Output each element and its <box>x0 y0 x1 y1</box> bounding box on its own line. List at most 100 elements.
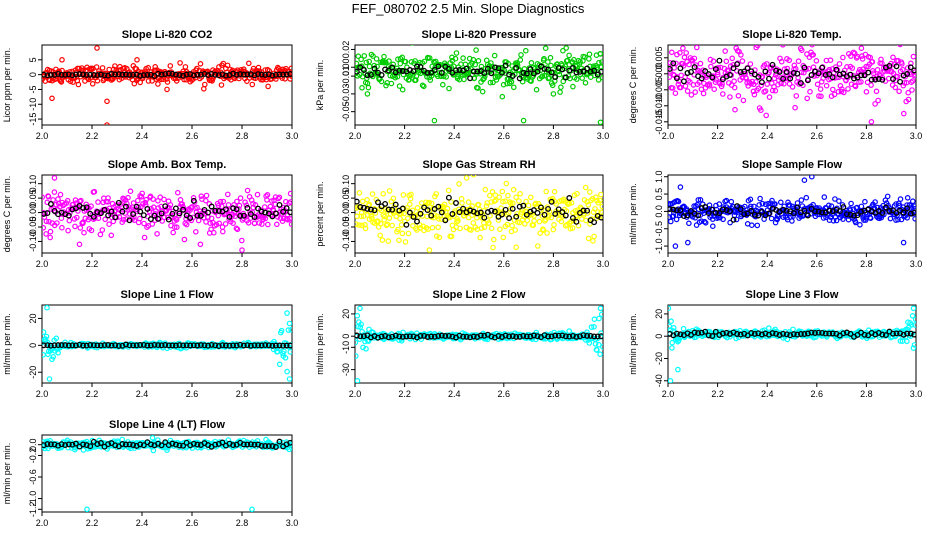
mean-point <box>44 441 51 448</box>
mean-point <box>709 74 716 81</box>
data-point <box>894 73 901 80</box>
data-point <box>818 93 824 100</box>
mean-point <box>51 71 58 78</box>
mean-point <box>847 71 854 78</box>
mean-point <box>587 332 594 339</box>
mean-point <box>591 333 598 340</box>
data-point <box>396 83 403 89</box>
mean-point <box>165 342 172 349</box>
data-point <box>766 69 772 76</box>
x-tick-label: 2.6 <box>186 518 199 528</box>
mean-point <box>101 72 108 79</box>
mean-point <box>435 63 442 70</box>
mean-point <box>822 71 829 78</box>
mean-point <box>698 205 705 212</box>
data-point <box>265 83 271 90</box>
mean-point <box>435 333 442 339</box>
data-point <box>909 312 916 319</box>
outlier-point <box>597 119 603 125</box>
x-tick-label: 2.8 <box>547 259 560 269</box>
mean-point <box>65 71 72 78</box>
y-tick-label: 0.000 <box>654 63 664 86</box>
y-axis-label: Licor ppm per min. <box>2 48 12 123</box>
data-point <box>762 201 769 208</box>
data-point <box>670 213 677 219</box>
data-point <box>399 54 406 61</box>
mean-point <box>119 208 126 215</box>
mean-point <box>748 208 755 214</box>
mean-point <box>112 342 119 349</box>
data-point <box>78 197 84 204</box>
mean-point <box>244 342 251 349</box>
data-point <box>465 199 472 205</box>
x-tick-label: 3.0 <box>597 131 610 141</box>
mean-point <box>712 209 719 216</box>
panel-title: Slope Line 4 (LT) Flow <box>109 419 225 431</box>
data-point <box>195 217 202 224</box>
data-point <box>778 80 784 87</box>
data-point <box>598 311 603 318</box>
data-point <box>598 330 603 336</box>
data-point <box>598 191 603 198</box>
data-point <box>803 194 810 201</box>
data-point <box>503 180 510 187</box>
data-point <box>682 83 689 89</box>
mean-point <box>187 342 194 349</box>
data-point <box>359 198 366 205</box>
mean-point <box>55 70 62 77</box>
data-point <box>577 59 583 65</box>
x-tick-label: 2.6 <box>498 389 511 399</box>
data-point <box>586 340 593 346</box>
data-point <box>264 197 270 203</box>
data-point <box>875 97 881 104</box>
data-point <box>700 90 707 97</box>
data-point <box>95 199 101 205</box>
mean-point <box>137 342 144 348</box>
data-point <box>675 198 682 205</box>
y-tick-label: -0.5 <box>654 221 664 237</box>
data-point <box>161 196 167 203</box>
data-point <box>130 200 137 206</box>
data-point <box>831 91 838 98</box>
mean-point <box>151 341 158 348</box>
mean-point <box>790 331 797 338</box>
mean-point <box>502 62 509 69</box>
mean-point <box>741 211 748 218</box>
data-point <box>510 186 517 193</box>
data-point <box>412 58 418 64</box>
data-point <box>566 52 572 59</box>
mean-point <box>716 210 723 216</box>
mean-point <box>797 80 804 87</box>
mean-point <box>688 68 694 75</box>
data-point <box>492 197 499 204</box>
y-tick-label: -1.2 <box>28 502 38 518</box>
data-point <box>848 200 854 207</box>
panel-title: Slope Li-820 Temp. <box>742 29 841 41</box>
mean-point <box>776 68 783 75</box>
mean-point <box>283 205 290 212</box>
data-point <box>395 226 401 233</box>
mean-point <box>122 71 129 78</box>
data-point <box>145 64 152 71</box>
data-point <box>94 78 101 84</box>
mean-point <box>83 72 90 78</box>
mean-point <box>780 206 787 213</box>
data-point <box>495 217 502 223</box>
data-point <box>895 216 901 223</box>
mean-point <box>258 208 265 215</box>
data-point <box>231 202 237 208</box>
mean-point <box>190 72 197 79</box>
data-point <box>499 93 506 100</box>
x-tick-label: 2.0 <box>349 131 362 141</box>
panel-10: Slope Line 4 (LT) Flow 2.0 2.2 2.4 2.6 2.8 3.0… <box>2 419 298 528</box>
outlier-point <box>900 239 907 246</box>
x-tick-label: 2.2 <box>711 389 724 399</box>
data-point <box>586 189 593 195</box>
data-point <box>711 86 718 93</box>
mean-point <box>144 342 151 349</box>
plot-frame <box>354 304 604 384</box>
x-tick-label: 2.2 <box>711 131 724 141</box>
data-point <box>586 56 592 62</box>
mean-point <box>355 68 360 75</box>
data-point <box>222 221 229 227</box>
